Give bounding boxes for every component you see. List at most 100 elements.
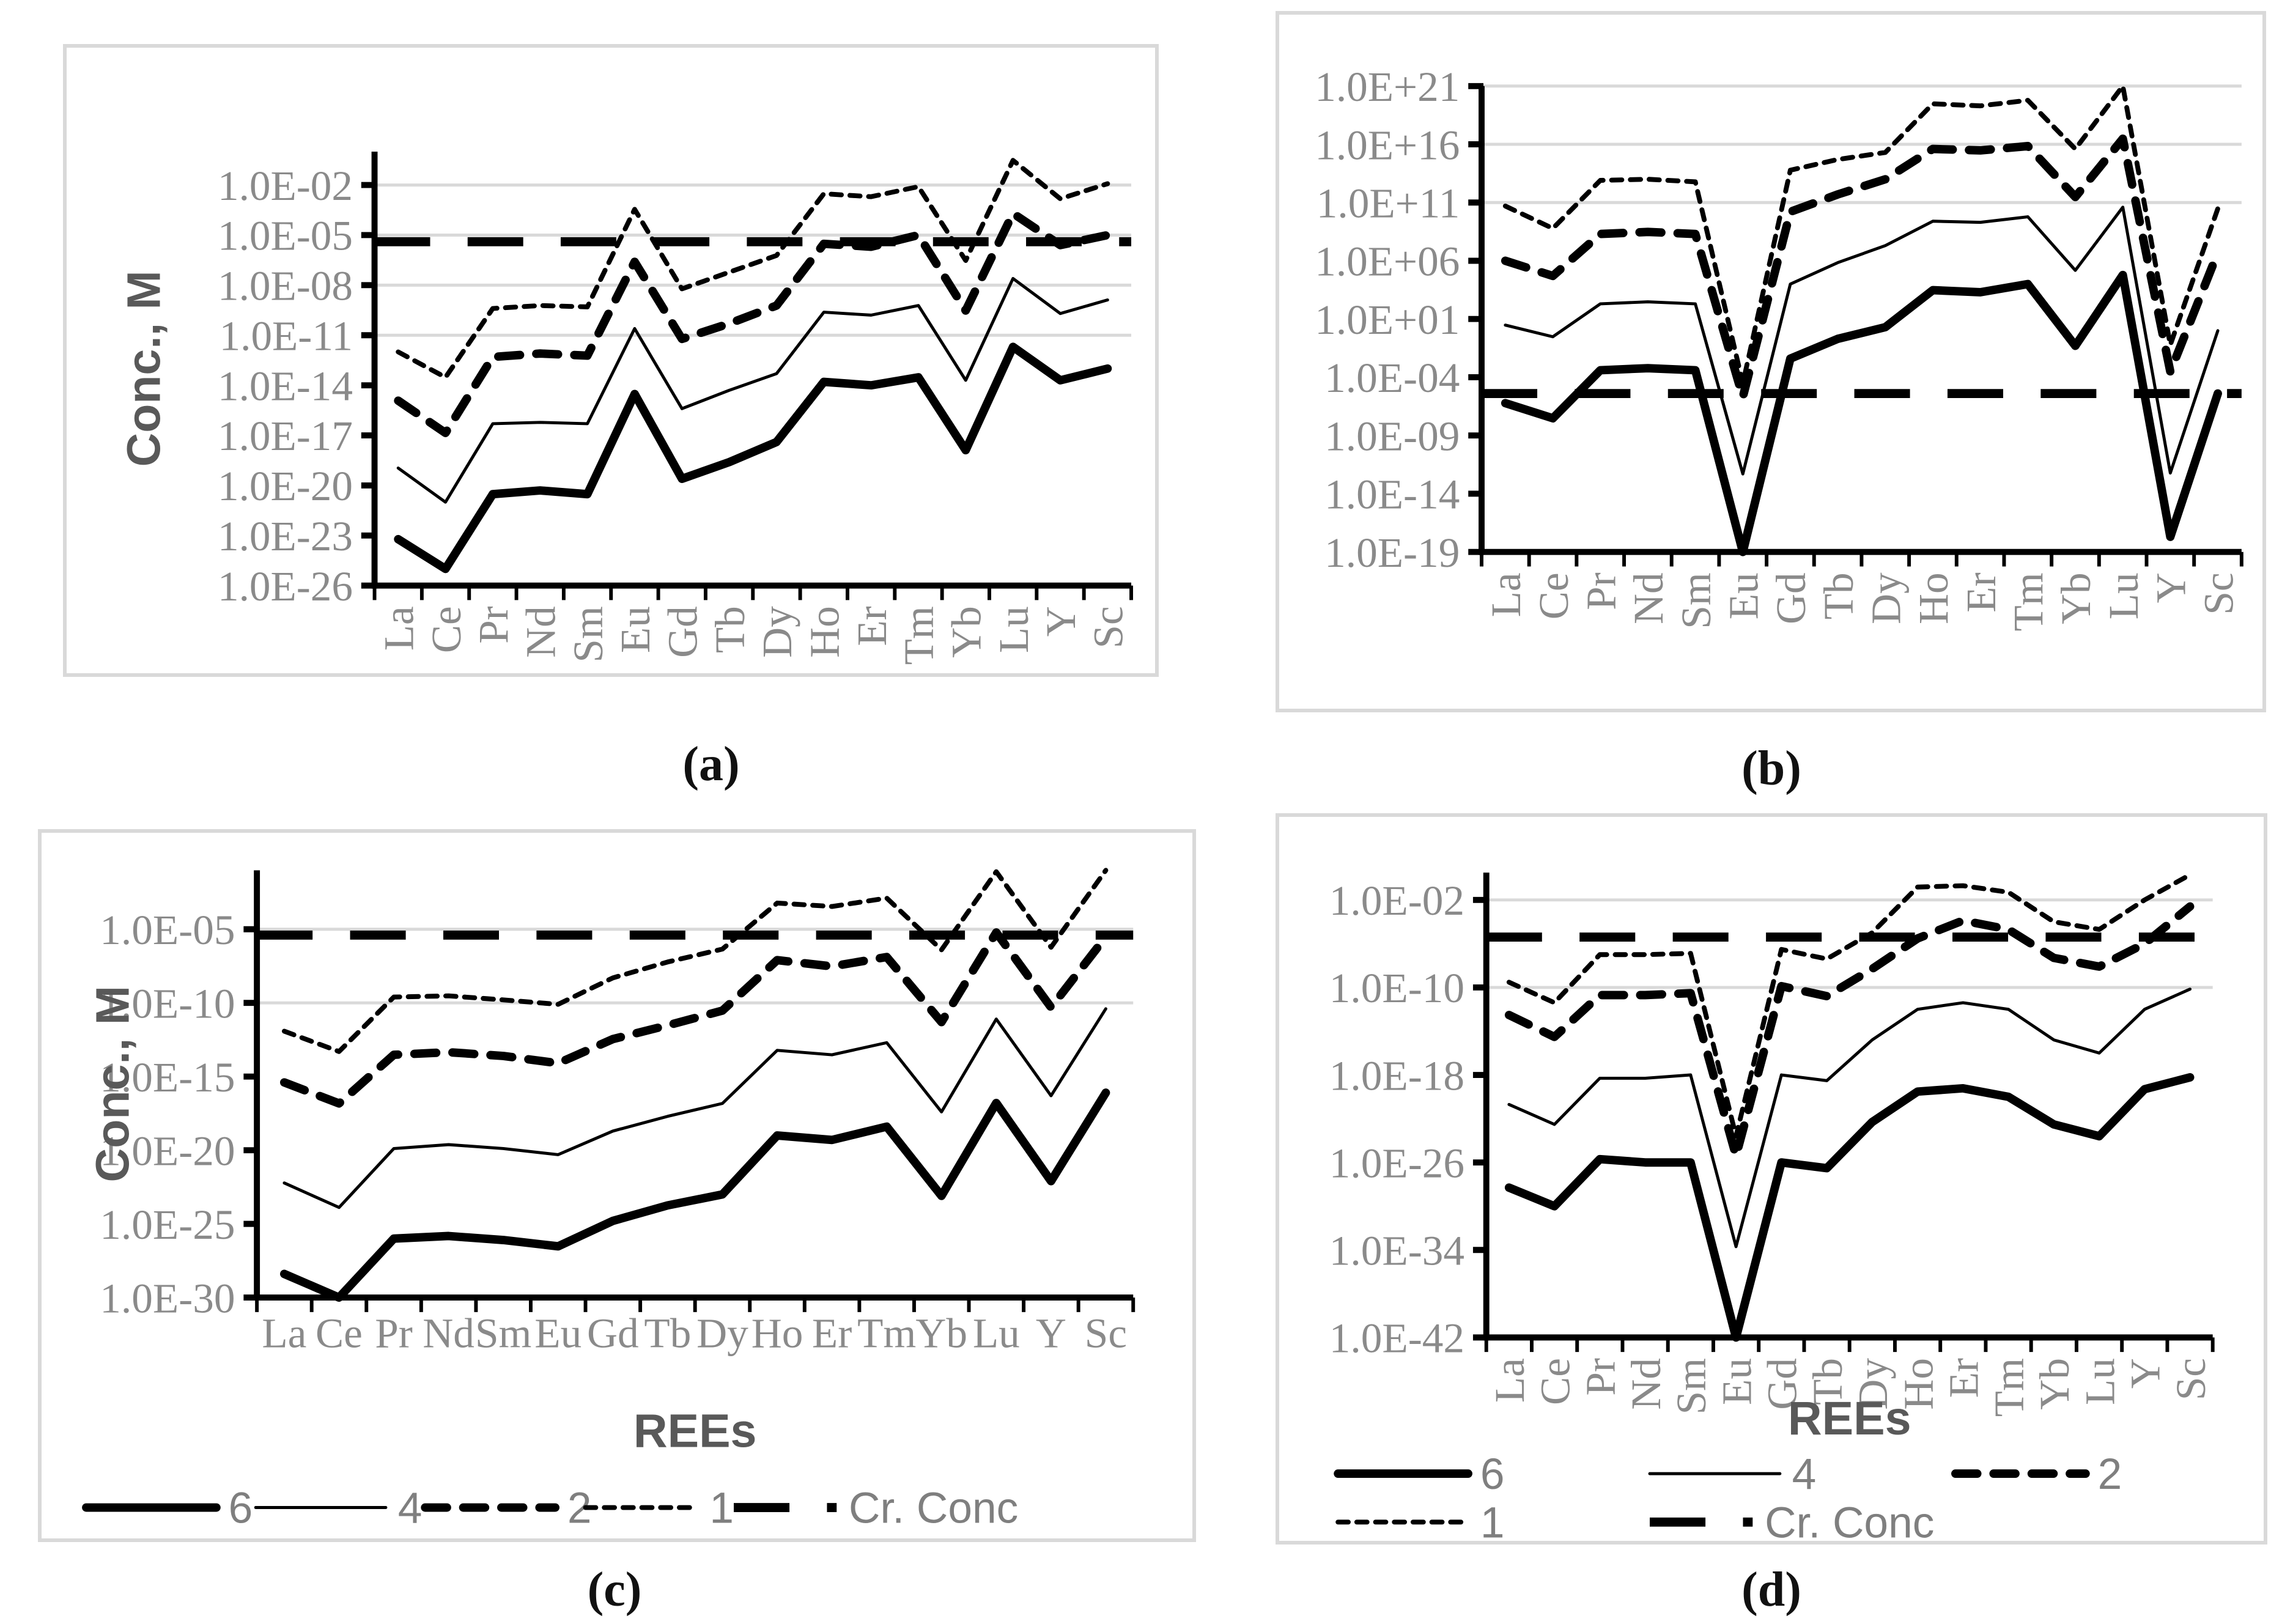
y-tick-label: 1.0E-08 <box>218 262 353 309</box>
x-tick-label: Pr <box>1577 1358 1624 1396</box>
x-tick-label: Tm <box>1985 1358 2033 1417</box>
y-tick-label: 1.0E-17 <box>218 412 353 459</box>
x-tick-label: Gd <box>1767 572 1814 624</box>
x-tick-label: Nd <box>517 606 564 658</box>
legend-label-1: 1 <box>709 1483 734 1532</box>
x-tick-label: Sm <box>1672 572 1719 629</box>
caption-c: (c) <box>587 1563 642 1617</box>
series-4 <box>396 277 1109 504</box>
x-tick-label: Tb <box>1804 1358 1851 1405</box>
y-tick-label: 1.0E-15 <box>100 1054 235 1101</box>
panel-chart-c: 1.0E-05 1.0E-10 1.0E-15 1.0E-20 1.0E-25 1.0E-… <box>38 829 1196 1542</box>
chart-d-svg: 1.0E-02 1.0E-10 1.0E-18 1.0E-26 1.0E-34 1.0E-… <box>1329 872 2215 1541</box>
x-tick-label: Sc <box>1085 1309 1127 1356</box>
y-axis-title: Conc., M <box>118 270 171 467</box>
series-2 <box>1504 902 2195 1161</box>
y-tick-label: 1.0E-02 <box>1329 877 1464 924</box>
x-tick-label: Ce <box>1530 572 1577 619</box>
legend-label-1: 1 <box>1480 1498 1505 1541</box>
x-tick-label: La <box>262 1309 306 1356</box>
y-tick-label: 1.0E-05 <box>100 906 235 953</box>
y-tick-label: 1.0E-14 <box>218 362 353 409</box>
x-tick-label: Sc <box>1085 606 1132 648</box>
x-tick-label: Tb <box>644 1309 691 1356</box>
series-4 <box>1507 987 2192 1249</box>
x-tick-label: Ho <box>801 606 848 658</box>
y-tick-label: 1.0E+11 <box>1316 179 1460 226</box>
y-tick-label: 1.0E+21 <box>1315 63 1460 110</box>
x-tick-label: Sm <box>564 606 611 662</box>
x-tick-label: Yb <box>2031 1358 2078 1410</box>
legend-label-4: 4 <box>398 1483 423 1532</box>
panel-chart-d: 1.0E-02 1.0E-10 1.0E-18 1.0E-26 1.0E-34 1.0E-… <box>1276 813 2267 1545</box>
x-tick-label: Pr <box>1577 572 1624 610</box>
series-1 <box>1506 872 2193 1139</box>
x-tick-label: Eu <box>611 606 659 653</box>
x-tick-label: La <box>375 606 422 651</box>
y-tick-label: 1.0E-10 <box>100 980 235 1027</box>
caption-b: (b) <box>1741 742 1801 795</box>
series-1 <box>281 868 1109 1054</box>
x-tick-label: Pr <box>470 606 517 644</box>
x-tick-label: Gd <box>587 1309 639 1356</box>
series-4 <box>282 1007 1107 1209</box>
x-tick-label: Er <box>1957 572 2004 612</box>
x-tick-label: Er <box>848 606 895 646</box>
x-tick-label: Dy <box>696 1309 748 1356</box>
x-tick-label: Ho <box>1894 1358 1941 1410</box>
series-4 <box>1504 205 2220 476</box>
y-tick-label: 1.0E-09 <box>1324 412 1460 459</box>
y-tick-label: 1.0E-25 <box>100 1201 235 1248</box>
x-tick-label: Y <box>2122 1358 2169 1389</box>
y-tick-label: 1.0E-20 <box>100 1127 235 1174</box>
y-axis-title: Conc., M <box>86 986 139 1183</box>
x-tick-label: Nd <box>423 1309 475 1356</box>
panel-chart-a: 1.0E-02 1.0E-05 1.0E-08 1.0E-11 1.0E-14 1.0E-… <box>63 44 1159 677</box>
x-tick-label: Lu <box>2100 572 2147 619</box>
y-tick-label: 1.0E-19 <box>1324 529 1460 576</box>
x-tick-label: Sc <box>2167 1358 2214 1400</box>
y-tick-label: 1.0E-05 <box>218 212 353 259</box>
y-tick-label: 1.0E-23 <box>218 512 353 559</box>
series-1 <box>1502 83 2220 386</box>
y-tick-label: 1.0E-20 <box>218 462 353 509</box>
y-tick-label: 1.0E+01 <box>1315 296 1460 343</box>
series-2 <box>394 209 1112 437</box>
y-tick-label: 1.0E-42 <box>1329 1315 1464 1362</box>
x-tick-label: Tm <box>895 606 942 665</box>
legend-label-6: 6 <box>229 1483 253 1532</box>
x-tick-label: Dy <box>753 606 800 658</box>
x-tick-label: Ce <box>1531 1358 1578 1405</box>
series-2 <box>1501 134 2222 402</box>
x-tick-label: Lu <box>990 606 1037 653</box>
x-tick-label: Tb <box>706 606 753 653</box>
y-tick-label: 1.0E-04 <box>1324 354 1460 401</box>
x-tick-label: Sc <box>2195 572 2242 615</box>
y-tick-label: 1.0E-30 <box>100 1274 235 1321</box>
series-6 <box>394 342 1112 574</box>
series-6 <box>1504 1073 2195 1342</box>
x-tick-label: Gd <box>659 606 706 658</box>
x-tick-label: Gd <box>1759 1358 1806 1410</box>
legend-label-2: 2 <box>2098 1450 2122 1499</box>
x-tick-label: Y <box>1036 1309 1066 1356</box>
y-tick-label: 1.0E-11 <box>220 312 353 359</box>
x-tick-label: Tm <box>857 1309 916 1356</box>
series-1 <box>396 158 1110 380</box>
y-tick-label: 1.0E-14 <box>1324 471 1460 518</box>
x-tick-label: Nd <box>1622 1358 1669 1410</box>
x-tick-label: Ho <box>1910 572 1957 624</box>
chart-a-svg: 1.0E-021.0E-051.0E-081.0E-111.0E-141.0E-… <box>118 152 1133 665</box>
x-tick-label: Dy <box>1849 1358 1896 1410</box>
chart-c-svg: 1.0E-05 1.0E-10 1.0E-15 1.0E-20 1.0E-25 1.0E-… <box>82 868 1136 1532</box>
x-tick-label: Yb <box>2052 572 2099 624</box>
x-tick-label: Dy <box>1863 572 1910 624</box>
x-tick-label: Yb <box>915 1309 967 1356</box>
x-tick-label: Er <box>1940 1358 1987 1398</box>
legend-label-cr-conc: Cr. Conc <box>1765 1498 1934 1541</box>
x-tick-label: Sm <box>475 1309 531 1356</box>
chart-b-svg: 1.0E+21 1.0E+16 1.0E+11 1.0E+06 1.0E+01 1.0E-… <box>1315 63 2243 632</box>
y-tick-label: 1.0E-26 <box>218 563 353 610</box>
y-tick-label: 1.0E-34 <box>1329 1227 1464 1274</box>
